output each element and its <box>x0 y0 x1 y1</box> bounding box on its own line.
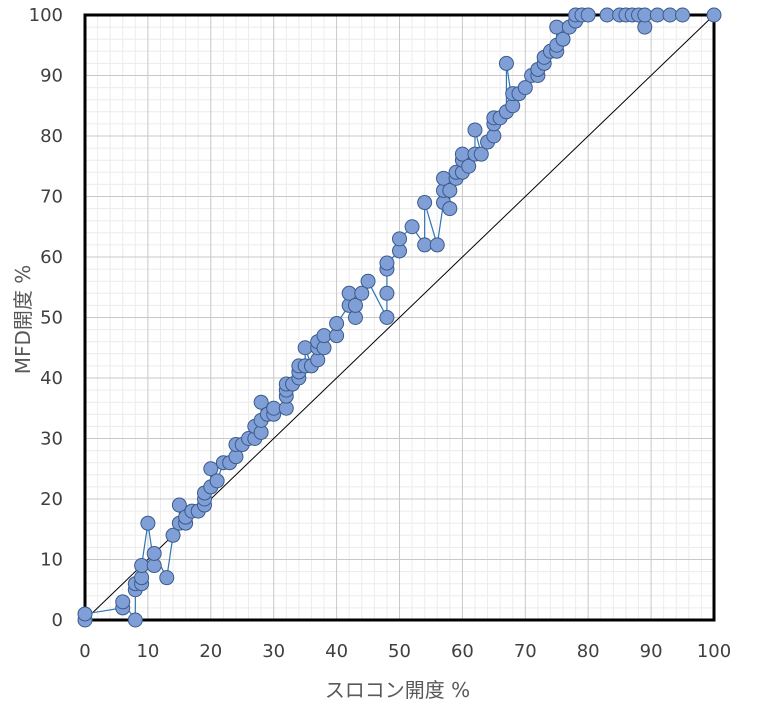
y-tick-label: 20 <box>40 489 63 510</box>
y-tick-label: 70 <box>40 187 63 208</box>
x-tick-label: 20 <box>199 641 222 662</box>
data-point <box>404 219 420 235</box>
data-point <box>662 7 678 23</box>
marker-layer <box>77 7 722 628</box>
data-point <box>580 7 596 23</box>
y-tick-label: 0 <box>52 610 63 631</box>
x-tick-label: 0 <box>79 641 90 662</box>
y-tick-label: 10 <box>40 550 63 571</box>
data-point <box>379 285 395 301</box>
data-point <box>77 606 93 622</box>
data-point <box>637 7 653 23</box>
data-point <box>209 473 225 489</box>
x-tick-label: 100 <box>697 641 731 662</box>
data-point <box>316 328 332 344</box>
data-point <box>354 285 370 301</box>
x-tick-label: 50 <box>388 641 411 662</box>
data-point <box>134 558 150 574</box>
data-point <box>347 297 363 313</box>
data-point <box>165 527 181 543</box>
x-tick-label: 30 <box>262 641 285 662</box>
x-axis-ticks: 0 10 20 30 40 50 60 70 80 90 100 <box>79 641 731 662</box>
data-point <box>706 7 722 23</box>
data-point <box>360 273 376 289</box>
x-tick-label: 60 <box>451 641 474 662</box>
data-point <box>171 497 187 513</box>
data-point <box>379 255 395 271</box>
data-point <box>417 195 433 211</box>
data-point <box>675 7 691 23</box>
data-point <box>266 400 282 416</box>
data-point <box>297 340 313 356</box>
y-tick-label: 80 <box>40 126 63 147</box>
x-axis-title: スロコン開度 % <box>325 678 470 702</box>
y-tick-label: 100 <box>29 5 63 26</box>
data-point <box>498 55 514 71</box>
data-point <box>140 515 156 531</box>
data-point <box>649 7 665 23</box>
data-point <box>253 394 269 410</box>
data-point <box>517 80 533 96</box>
x-tick-label: 90 <box>640 641 663 662</box>
y-tick-label: 50 <box>40 308 63 329</box>
y-tick-label: 90 <box>40 66 63 87</box>
data-point <box>467 122 483 138</box>
x-tick-label: 10 <box>136 641 159 662</box>
x-tick-label: 70 <box>514 641 537 662</box>
data-point <box>461 158 477 174</box>
data-point <box>203 461 219 477</box>
x-tick-label: 40 <box>325 641 348 662</box>
data-point <box>599 7 615 23</box>
y-tick-label: 40 <box>40 368 63 389</box>
data-point <box>115 594 131 610</box>
data-point <box>442 201 458 217</box>
y-axis-ticks: 0 10 20 30 40 50 60 70 80 90 100 <box>29 5 63 631</box>
data-point <box>127 612 143 628</box>
data-point <box>429 237 445 253</box>
data-point <box>473 146 489 162</box>
data-point <box>417 237 433 253</box>
data-point <box>555 31 571 47</box>
data-point <box>146 545 162 561</box>
data-point <box>442 182 458 198</box>
y-tick-label: 60 <box>40 247 63 268</box>
y-tick-label: 30 <box>40 429 63 450</box>
x-tick-label: 80 <box>577 641 600 662</box>
data-point <box>159 570 175 586</box>
data-point <box>392 231 407 247</box>
data-point <box>329 316 345 332</box>
data-point <box>379 310 395 325</box>
y-axis-title: MFD開度 % <box>11 265 35 375</box>
plot-area-frame <box>83 13 716 622</box>
